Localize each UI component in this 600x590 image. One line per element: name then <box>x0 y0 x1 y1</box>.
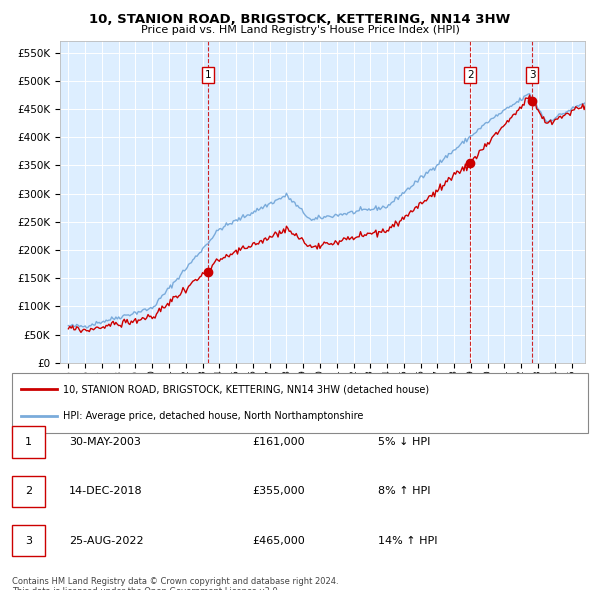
Text: 5% ↓ HPI: 5% ↓ HPI <box>378 437 430 447</box>
Text: Price paid vs. HM Land Registry's House Price Index (HPI): Price paid vs. HM Land Registry's House … <box>140 25 460 35</box>
Text: 10, STANION ROAD, BRIGSTOCK, KETTERING, NN14 3HW: 10, STANION ROAD, BRIGSTOCK, KETTERING, … <box>89 13 511 26</box>
Text: 14% ↑ HPI: 14% ↑ HPI <box>378 536 437 546</box>
Text: 3: 3 <box>25 536 32 546</box>
Text: Contains HM Land Registry data © Crown copyright and database right 2024.
This d: Contains HM Land Registry data © Crown c… <box>12 576 338 590</box>
Text: 1: 1 <box>205 70 211 80</box>
Text: 2: 2 <box>25 486 32 496</box>
Text: 3: 3 <box>529 70 535 80</box>
Text: 2: 2 <box>467 70 473 80</box>
Text: 25-AUG-2022: 25-AUG-2022 <box>69 536 143 546</box>
Bar <box>12 427 45 458</box>
Text: 14-DEC-2018: 14-DEC-2018 <box>69 486 143 496</box>
Text: 8% ↑ HPI: 8% ↑ HPI <box>378 486 431 496</box>
Text: £161,000: £161,000 <box>252 437 305 447</box>
Bar <box>12 525 45 556</box>
Text: £465,000: £465,000 <box>252 536 305 546</box>
Text: 10, STANION ROAD, BRIGSTOCK, KETTERING, NN14 3HW (detached house): 10, STANION ROAD, BRIGSTOCK, KETTERING, … <box>63 385 429 395</box>
Text: 1: 1 <box>25 437 32 447</box>
Text: 30-MAY-2003: 30-MAY-2003 <box>69 437 141 447</box>
Bar <box>12 476 45 507</box>
Bar <box>12 372 588 433</box>
Text: HPI: Average price, detached house, North Northamptonshire: HPI: Average price, detached house, Nort… <box>63 411 364 421</box>
Text: £355,000: £355,000 <box>252 486 305 496</box>
